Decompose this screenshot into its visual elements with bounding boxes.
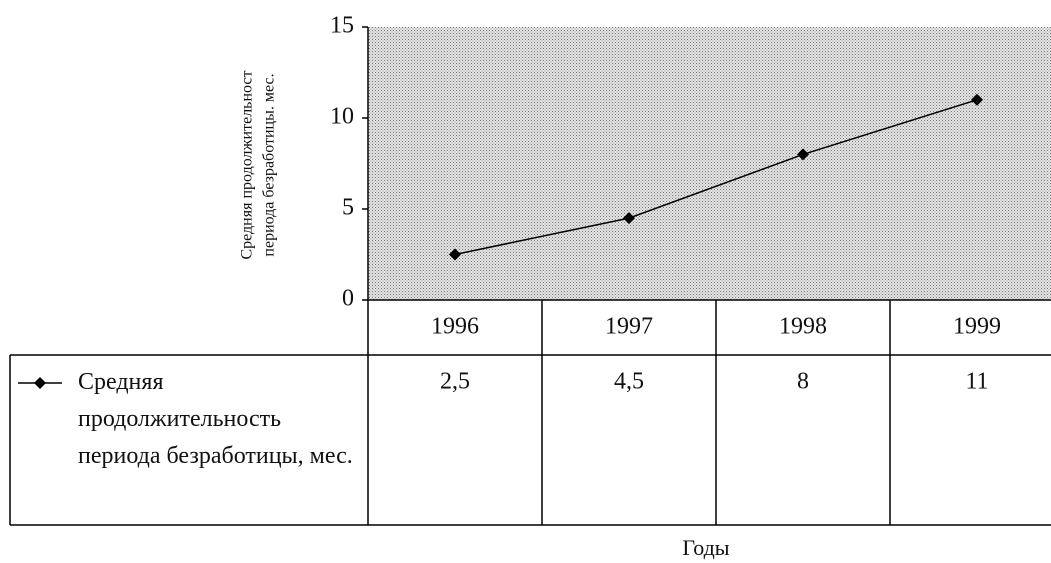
- plot-area: [368, 27, 1051, 300]
- x-tick-label: 1998: [779, 314, 827, 340]
- marker: [449, 248, 461, 261]
- y-tick-label: 15: [330, 13, 354, 39]
- data-label: 11: [965, 369, 988, 395]
- y-axis-label-line: Средняя продолжительност: [239, 70, 256, 259]
- legend-marker: [34, 377, 46, 389]
- x-tick-label: 1997: [605, 314, 653, 340]
- data-label: 2,5: [440, 369, 470, 395]
- y-axis-label-line: периода безработицы. мес.: [261, 73, 278, 256]
- y-tick-label: 10: [330, 104, 354, 130]
- x-axis-label: Годы: [682, 535, 729, 560]
- x-tick-label: 1999: [953, 314, 1001, 340]
- marker: [623, 212, 635, 225]
- data-label: 4,5: [614, 369, 644, 395]
- line: [454, 99, 978, 256]
- marker: [797, 148, 809, 161]
- y-axis-label: Средняя продолжительност периода безрабо…: [239, 70, 278, 259]
- legend-label: Средняя продолжительность периода безраб…: [78, 369, 353, 469]
- y-tick-label: 5: [342, 195, 354, 221]
- legend-box: Средняя продолжительность периода безраб…: [78, 369, 353, 469]
- marker: [971, 93, 983, 106]
- y-tick-label: 0: [342, 286, 354, 312]
- data-label: 8: [797, 369, 809, 395]
- x-tick-label: 1996: [431, 314, 479, 340]
